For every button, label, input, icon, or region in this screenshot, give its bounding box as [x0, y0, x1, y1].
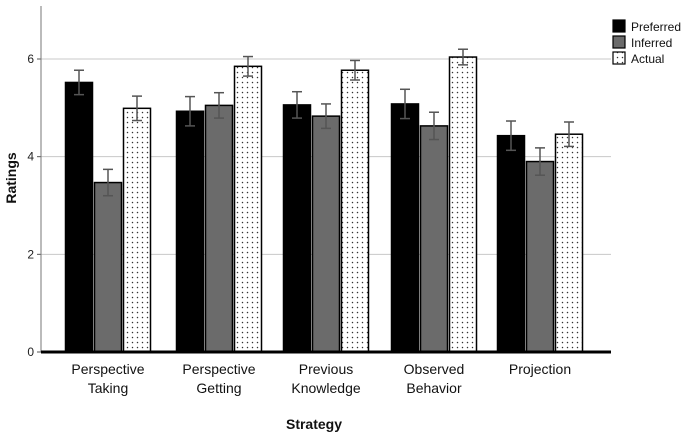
x-tick-label-line: Perspective [182, 361, 255, 377]
x-tick-label: Perspective Taking [71, 361, 144, 396]
x-tick-label-line: Projection [509, 361, 571, 377]
y-axis-title: Ratings [3, 152, 19, 204]
x-tick-label-line: Observed [404, 361, 465, 377]
bar-inferred [525, 160, 555, 353]
legend: Preferred Inferred Actual [612, 19, 681, 66]
x-tick-label-line: Knowledge [291, 380, 360, 396]
x-tick-label-line: Perspective [71, 361, 144, 377]
bar-preferred [64, 81, 94, 353]
bar-actual [340, 69, 370, 353]
x-tick-label-line: Getting [196, 380, 241, 396]
bar-inferred [311, 115, 341, 353]
y-tick-label: 4 [27, 150, 34, 164]
bar-preferred [282, 104, 312, 353]
bars [64, 48, 584, 353]
y-tick-label: 6 [27, 52, 34, 66]
legend-swatch-inferred [612, 35, 626, 49]
bar-actual [122, 107, 152, 353]
bar-inferred [204, 104, 234, 353]
x-tick-label-line: Previous [299, 361, 353, 377]
bar-actual [554, 133, 584, 353]
bar-preferred [390, 103, 420, 353]
x-tick-label: Observed Behavior [404, 361, 465, 396]
bar-inferred [419, 125, 449, 353]
x-tick-label-line: Taking [88, 380, 128, 396]
y-tick-label: 2 [27, 247, 34, 261]
legend-swatch-actual [612, 51, 626, 65]
bar-preferred [175, 110, 205, 353]
x-tick-label: Projection [509, 361, 571, 377]
x-tick-label-line: Behavior [406, 380, 462, 396]
bar-inferred [93, 181, 123, 353]
legend-label-inferred: Inferred [631, 36, 672, 50]
legend-label-actual: Actual [631, 52, 664, 66]
bar-actual [233, 65, 263, 353]
bar-actual [448, 56, 478, 353]
bar-preferred [496, 134, 526, 353]
y-tick-label: 0 [27, 345, 34, 359]
legend-label-preferred: Preferred [631, 20, 681, 34]
x-axis-title: Strategy [286, 416, 342, 432]
legend-swatch-preferred [612, 19, 626, 33]
x-tick-label: Perspective Getting [182, 361, 255, 396]
x-tick-label: Previous Knowledge [291, 361, 360, 396]
